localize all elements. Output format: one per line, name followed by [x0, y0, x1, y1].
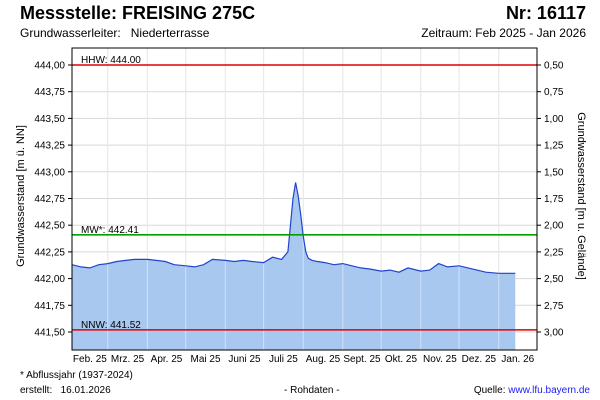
water-level-area [72, 182, 516, 350]
x-tick-label: Nov. 25 [423, 354, 457, 365]
y-tick-label-right: 0,75 [544, 87, 564, 98]
water-level-line [71, 182, 516, 274]
y-tick-label-left: 442,50 [34, 221, 65, 232]
hhw-label: HHW: 444.00 [81, 55, 141, 66]
created-date: 16.01.2026 [60, 385, 111, 396]
mw-label: MW*: 442.41 [81, 225, 139, 236]
x-tick-label: Aug. 25 [306, 354, 341, 365]
x-tick-label: Juli 25 [269, 354, 298, 365]
y-tick-label-left: 443,00 [34, 167, 65, 178]
y-tick-label-left: 442,25 [34, 247, 65, 258]
source-info: Quelle: www.lfu.bayern.de [474, 385, 590, 396]
x-tick-label: Okt. 25 [385, 354, 418, 365]
y-tick-label-right: 1,75 [544, 194, 564, 205]
footnote: * Abflussjahr (1937-2024) [20, 370, 133, 381]
y-tick-label-right: 2,25 [544, 247, 564, 258]
y-tick-label-right: 1,25 [544, 141, 564, 152]
period-label: Zeitraum: Feb 2025 - Jan 2026 [421, 26, 586, 40]
x-tick-label: Apr. 25 [151, 354, 183, 365]
source-link[interactable]: www.lfu.bayern.de [508, 385, 590, 396]
y-tick-label-right: 2,00 [544, 221, 564, 232]
reference-lines-layer: HHW: 444.00 MW*: 442.41 NNW: 441.52 [72, 55, 537, 331]
x-tick-label: Dez. 25 [462, 354, 497, 365]
x-tick-label: Mrz. 25 [111, 354, 145, 365]
y-tick-label-right: 3,00 [544, 328, 564, 339]
y-axis-left-label: Grundwasserstand [m ü. NN] [15, 125, 27, 267]
area-layer [71, 48, 516, 350]
tick-layer: 444,00 0,50 443,75 0,75 443,50 1,00 443,25 1,25… [34, 61, 563, 366]
y-axis-right-label: Grundwasserstand [m u. Gelände] [575, 112, 587, 280]
y-tick-label-left: 441,50 [34, 328, 65, 339]
y-tick-label-left: 443,25 [34, 141, 65, 152]
aquifer-info: Grundwasserleiter: Niederterrasse [20, 26, 209, 40]
y-tick-label-left: 441,75 [34, 301, 65, 312]
source-label: Quelle: [473, 385, 506, 396]
station-title: Messstelle: FREISING 275C [20, 3, 256, 23]
x-tick-label: Jan. 26 [501, 354, 534, 365]
y-tick-label-right: 1,50 [544, 167, 564, 178]
x-tick-label: Juni 25 [228, 354, 261, 365]
raw-data-label: - Rohdaten - [284, 385, 340, 396]
station-number: Nr: 16117 [505, 3, 586, 23]
nnw-label: NNW: 441.52 [81, 320, 141, 331]
y-tick-label-left: 444,00 [34, 61, 65, 72]
y-tick-label-right: 1,00 [544, 114, 564, 125]
x-tick-label: Mai 25 [190, 354, 220, 365]
y-tick-label-left: 442,00 [34, 274, 65, 285]
y-tick-label-right: 2,75 [544, 301, 564, 312]
aquifer-label: Grundwasserleiter: [20, 26, 121, 40]
x-tick-label: Sept. 25 [343, 354, 381, 365]
y-tick-label-left: 443,50 [34, 114, 65, 125]
aquifer-value: Niederterrasse [130, 26, 210, 40]
y-tick-label-right: 0,50 [544, 61, 564, 72]
created-label: erstellt: [20, 385, 53, 396]
y-tick-label-right: 2,50 [544, 274, 564, 285]
y-tick-label-left: 442,75 [34, 194, 65, 205]
x-tick-label: Feb. 25 [73, 354, 107, 365]
y-tick-label-left: 443,75 [34, 87, 65, 98]
created-info: erstellt: 16.01.2026 [20, 385, 111, 396]
